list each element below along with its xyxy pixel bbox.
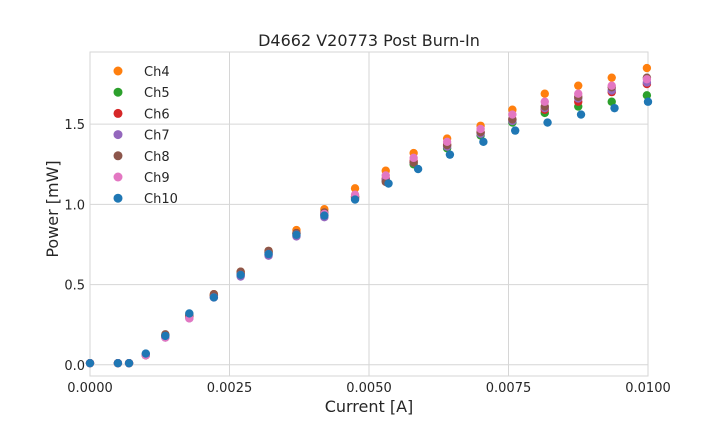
data-point (476, 124, 485, 134)
y-tick-label: 1.5 (64, 118, 85, 133)
data-point (264, 249, 273, 259)
data-point (607, 81, 616, 90)
data-point (574, 81, 583, 90)
data-point (540, 89, 549, 98)
x-tick-label: 0.0075 (486, 381, 532, 396)
data-point (445, 150, 455, 159)
data-point (642, 91, 652, 100)
y-axis-label: Power [mW] (43, 160, 62, 257)
legend-marker (113, 87, 123, 97)
x-tick-label: 0.0050 (346, 381, 392, 396)
data-point (384, 179, 393, 188)
data-point (161, 331, 170, 341)
x-tick-label: 0.0000 (67, 381, 113, 396)
data-point (574, 89, 583, 98)
legend-marker (113, 108, 123, 118)
data-point (409, 153, 418, 163)
x-axis-label: Current [A] (325, 397, 414, 416)
data-point (141, 349, 150, 358)
data-point (540, 97, 549, 106)
data-point (350, 195, 360, 204)
data-point (607, 97, 616, 106)
series-ch10 (85, 97, 653, 368)
legend-label: Ch8 (144, 150, 170, 165)
legend-marker (113, 193, 123, 203)
data-point (124, 358, 134, 368)
legend-marker (113, 172, 123, 182)
data-point (642, 63, 652, 73)
data-point (607, 73, 616, 82)
legend-label: Ch7 (144, 129, 170, 144)
legend-label: Ch6 (144, 107, 170, 122)
legend-label: Ch5 (144, 86, 170, 101)
tick-labels: 0.0000 0.0025 0.0050 0.0075 0.0100 0.0 0.5 1.0 1… (64, 118, 670, 396)
y-tick-label: 0.5 (64, 279, 85, 294)
data-point (508, 110, 517, 119)
data-point (610, 103, 619, 113)
data-point (479, 137, 488, 147)
data-point (292, 230, 301, 240)
plot-frame (89, 51, 649, 377)
legend: Ch4 Ch5 Ch6 Ch7 Ch8 Ch9 Ch10 (113, 65, 178, 207)
data-point (209, 293, 219, 302)
chart-title: D4662 V20773 Post Burn-In (258, 31, 480, 50)
data-point (442, 137, 452, 147)
data-point (185, 309, 194, 318)
legend-marker (113, 66, 123, 76)
data-point (236, 270, 245, 280)
data-point (85, 358, 95, 368)
x-tick-label: 0.0025 (207, 381, 253, 396)
data-point (320, 211, 329, 220)
legend-marker (113, 130, 123, 140)
y-tick-label: 0.0 (64, 359, 85, 374)
data-point (381, 171, 390, 180)
data-point (350, 184, 360, 193)
legend-label: Ch4 (144, 65, 170, 80)
data-point (413, 164, 423, 174)
legend-label: Ch10 (144, 192, 178, 207)
legend-marker (113, 151, 123, 161)
data-point (543, 118, 552, 127)
x-tick-label: 0.0100 (625, 381, 671, 396)
data-point (576, 110, 586, 119)
data-point (643, 97, 653, 106)
data-point (510, 126, 520, 135)
y-tick-label: 1.0 (64, 198, 85, 213)
legend-label: Ch9 (144, 171, 170, 186)
data-points (85, 63, 653, 368)
data-point (642, 75, 652, 84)
data-point (113, 358, 123, 368)
